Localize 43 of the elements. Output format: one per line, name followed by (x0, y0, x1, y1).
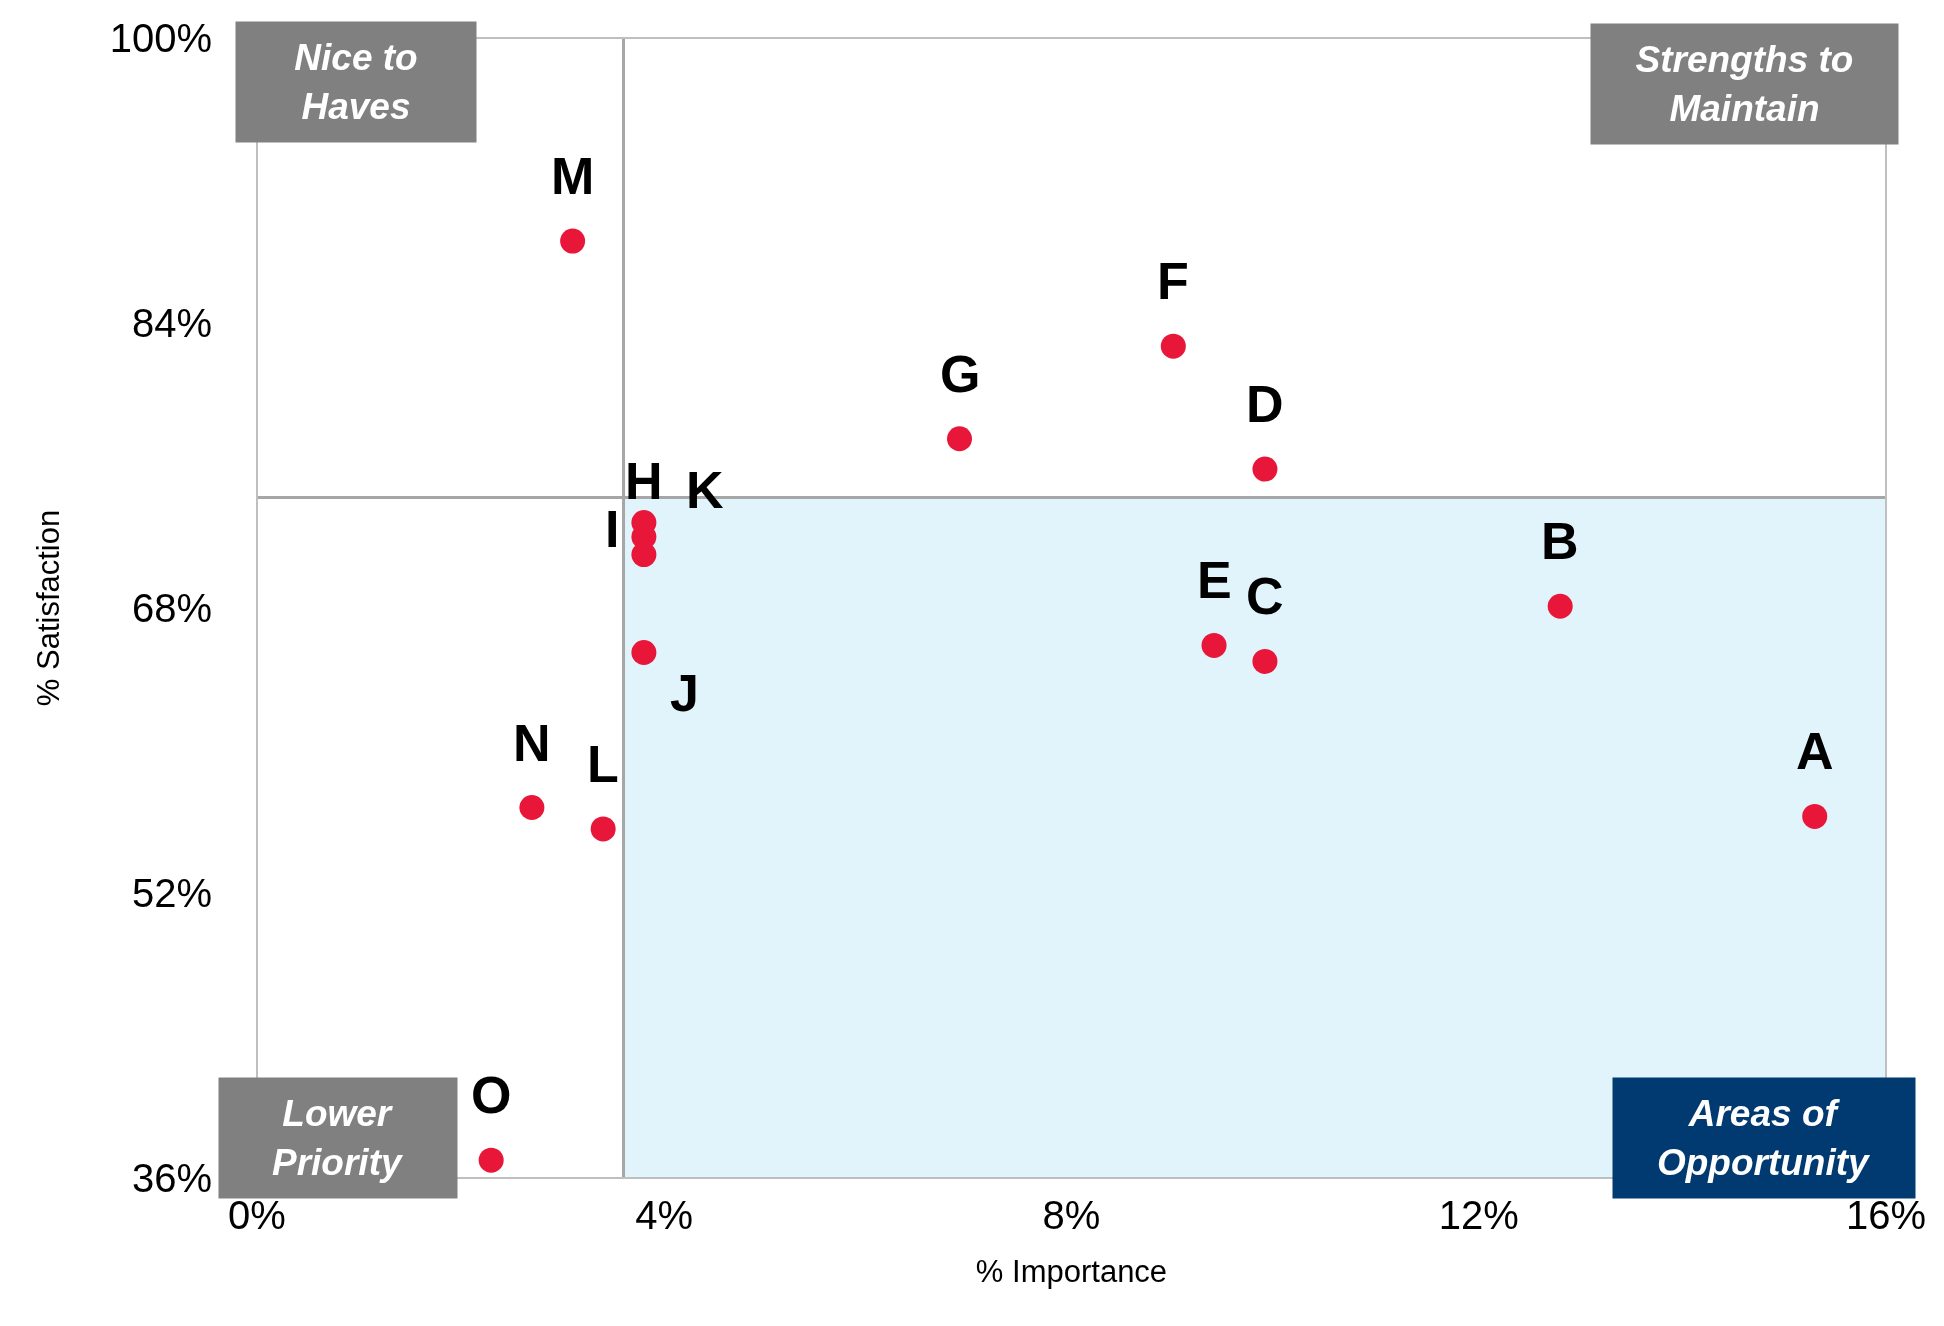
point (1201, 632, 1227, 658)
point (478, 1147, 504, 1173)
annotation: G (940, 345, 981, 403)
x-tick-label: 8% (1042, 1193, 1101, 1237)
point (631, 640, 657, 666)
annotation: N (513, 714, 551, 772)
annotation: O (471, 1066, 512, 1124)
y-tick-label: 36% (131, 1156, 212, 1200)
annotation: D (1246, 375, 1284, 433)
point (590, 816, 616, 842)
annotation: H (625, 452, 663, 510)
annotation: E (1197, 551, 1232, 609)
annotation: Lower Priority (272, 1093, 404, 1183)
y-tick-label: 68% (131, 586, 212, 630)
point (519, 795, 545, 820)
x-tick-label: 16% (1845, 1193, 1927, 1237)
point (947, 426, 973, 452)
annotation: F (1157, 252, 1189, 310)
annotation: Areas of Opportunity (1656, 1093, 1872, 1183)
annotation: I (605, 500, 620, 558)
y-axis-title: % Satisfaction (31, 509, 67, 707)
point (1160, 333, 1186, 359)
point (1547, 593, 1573, 619)
annotation: C (1246, 567, 1284, 625)
x-tick-label: 4% (635, 1193, 694, 1237)
point (1252, 456, 1278, 482)
x-axis-title: % Importance (975, 1254, 1168, 1290)
annotation: L (587, 735, 619, 793)
point (560, 228, 586, 254)
x-tick-label: 0% (228, 1193, 286, 1237)
annotation: K (686, 461, 724, 519)
y-tick-label: 100% (109, 16, 212, 60)
annotation: Strengths to Maintain (1635, 39, 1854, 129)
annotation: M (551, 147, 595, 205)
point (1802, 803, 1828, 829)
annotation: Nice to Haves (294, 37, 418, 127)
x-tick-label: 12% (1438, 1193, 1519, 1237)
annotation: J (670, 664, 699, 722)
y-tick-label: 52% (131, 871, 212, 915)
point (1252, 648, 1278, 674)
annotation: B (1541, 512, 1579, 570)
annotation: A (1796, 722, 1834, 780)
y-tick-label: 84% (131, 301, 212, 345)
